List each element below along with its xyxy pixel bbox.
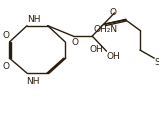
Text: OH: OH [89,45,103,54]
Text: O: O [2,61,9,70]
Text: O: O [109,8,116,17]
Text: OH₂N: OH₂N [94,25,118,34]
Text: OH: OH [107,52,120,61]
Text: NH: NH [26,77,39,86]
Text: O: O [2,31,9,40]
Text: O: O [71,37,78,46]
Text: NH: NH [27,15,40,24]
Text: SH: SH [154,57,159,66]
